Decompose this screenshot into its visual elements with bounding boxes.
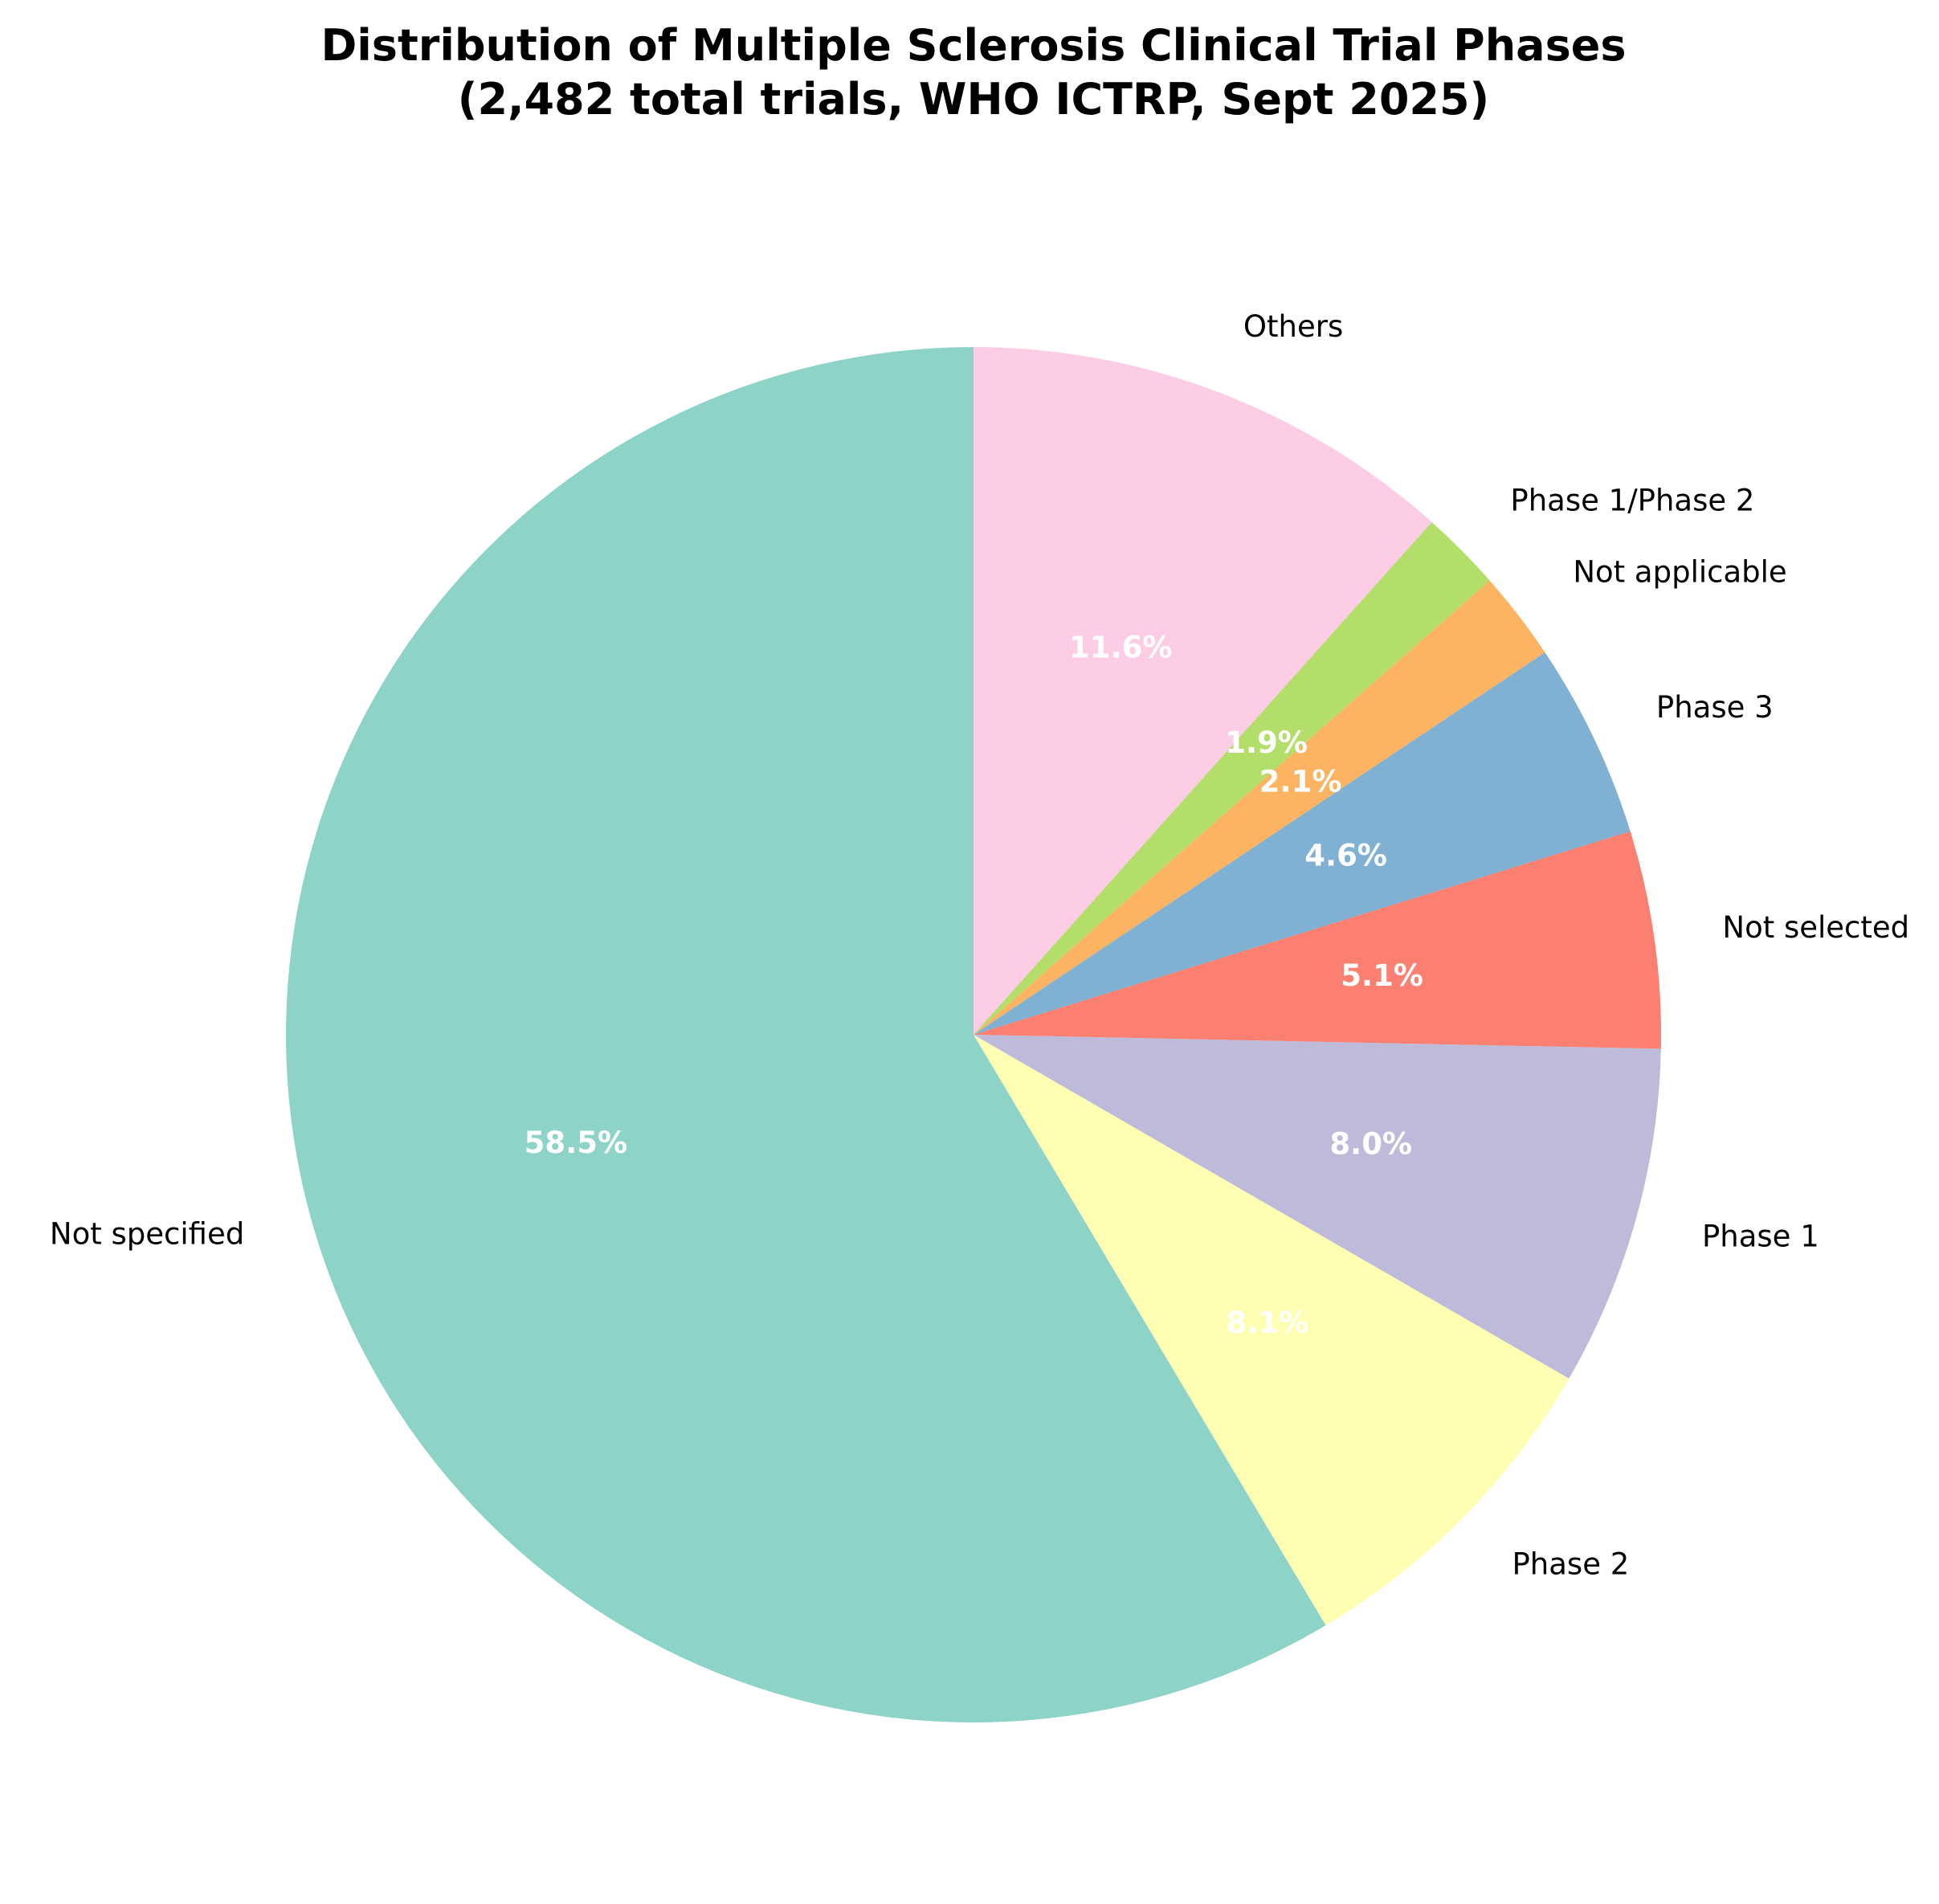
pct-label-5: 8.0%: [1329, 1126, 1412, 1161]
slice-label-5: Phase 1: [1702, 1219, 1819, 1253]
pct-label-2: 2.1%: [1259, 764, 1342, 799]
slice-label-6: Phase 2: [1512, 1547, 1630, 1582]
pct-label-7: 58.5%: [525, 1126, 627, 1160]
slice-label-4: Not selected: [1722, 910, 1909, 945]
slice-label-7: Not specified: [50, 1217, 244, 1252]
percentage-labels: 11.6% 1.9% 2.1% 4.6% 5.1% 8.0% 8.1% 58.5%: [525, 631, 1423, 1340]
chart-title: Distribution of Multiple Sclerosis Clini…: [320, 20, 1626, 71]
pie-slices: [285, 347, 1661, 1722]
slice-labels: Others Phase 1/Phase 2 Not applicable Phase…: [50, 309, 1909, 1582]
pie-slice-1: [974, 521, 1490, 1035]
chart-subtitle: (2,482 total trials, WHO ICTRP, Sept 202…: [458, 74, 1489, 125]
slice-label-2: Not applicable: [1573, 554, 1786, 589]
slice-label-3: Phase 3: [1656, 690, 1774, 725]
pct-label-4: 5.1%: [1341, 958, 1423, 993]
pie-slice-0: [974, 347, 1432, 1035]
pct-label-1: 1.9%: [1225, 725, 1308, 760]
pie-slice-7: [285, 347, 1326, 1722]
pie-slice-6: [974, 1035, 1570, 1626]
pct-label-3: 4.6%: [1304, 838, 1387, 872]
pie-slice-3: [974, 652, 1631, 1035]
slice-label-0: Others: [1243, 309, 1343, 344]
pie-slice-5: [974, 1035, 1661, 1379]
pie-slice-2: [974, 580, 1545, 1035]
slice-label-1: Phase 1/Phase 2: [1510, 483, 1754, 517]
pct-label-6: 8.1%: [1226, 1305, 1308, 1340]
pie-slice-4: [974, 831, 1661, 1049]
pct-label-0: 11.6%: [1069, 631, 1172, 665]
